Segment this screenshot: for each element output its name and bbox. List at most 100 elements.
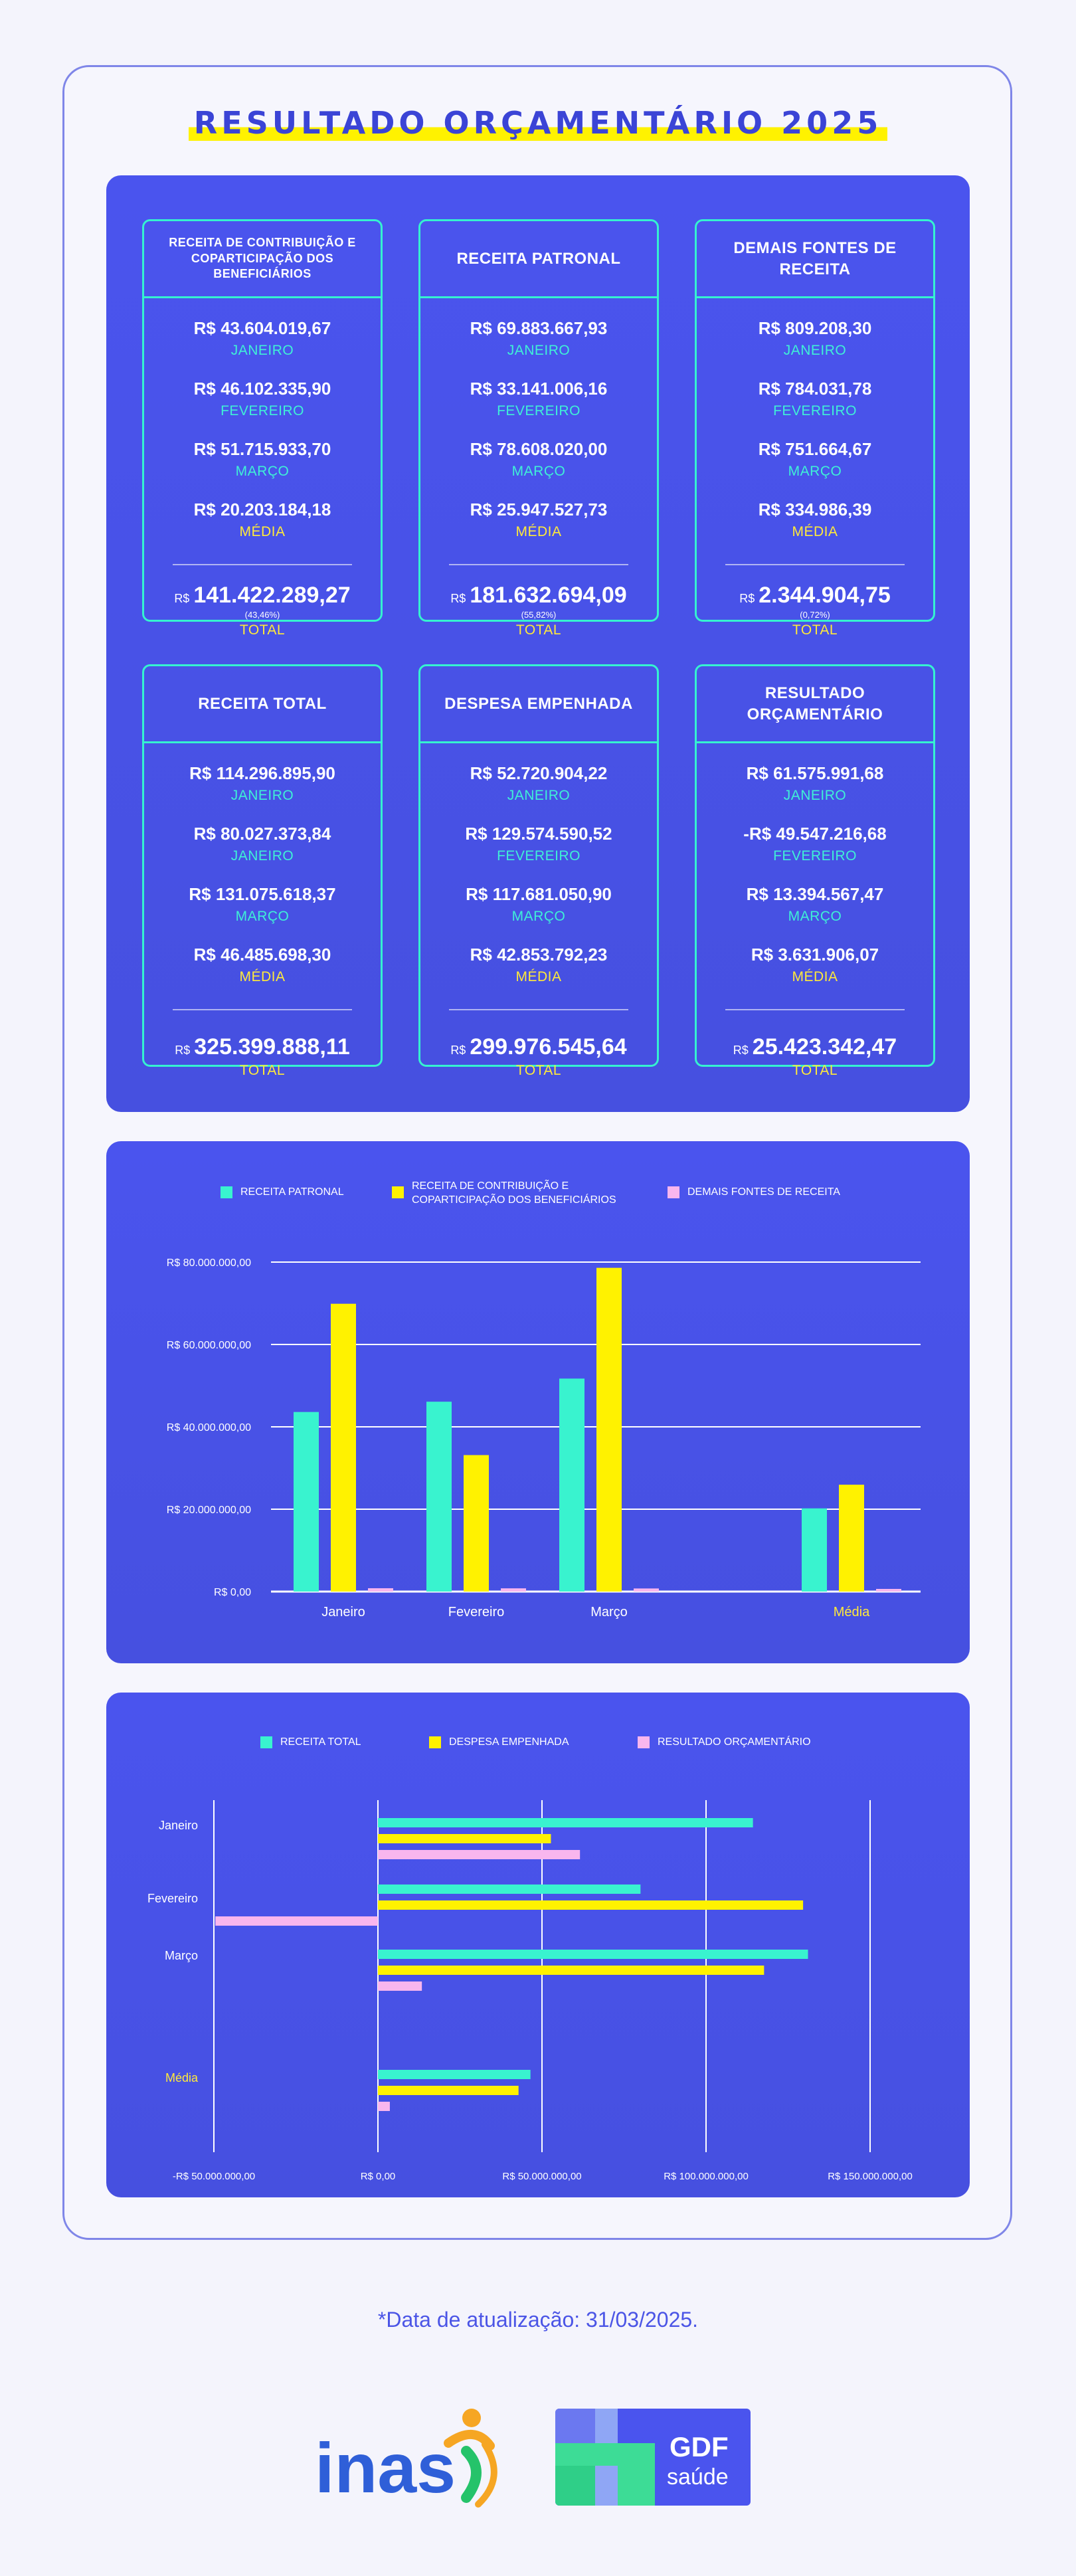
bar [426,1402,452,1592]
card-amount: R$ 114.296.895,90 [189,763,335,783]
card-total: R$ 181.632.694,09 [420,583,657,608]
card-month: FEVEREIRO [497,403,581,418]
card-divider [725,1009,905,1010]
card-month: MARÇO [235,464,290,479]
x-category-label: Março [590,1605,628,1619]
card-row: R$ 33.141.006,16 FEVEREIRO [420,379,657,419]
card-total: R$ 141.422.289,27 [144,583,381,608]
card-total-percent: (43,46%) [244,610,280,620]
card-total-currency: R$ [733,1044,749,1057]
card-total-percent: (55,82%) [521,610,557,620]
bar [378,2086,519,2095]
card-row: R$ 809.208,30 JANEIRO [697,318,933,359]
card-total-label: TOTAL [515,622,562,638]
card-amount: R$ 51.715.933,70 [193,439,331,459]
svg-text:GDF: GDF [670,2431,729,2462]
page-title: RESULTADO ORÇAMENTÁRIO 2025 [0,105,1076,141]
card-month: MARÇO [511,464,566,479]
card-amount: R$ 784.031,78 [758,379,872,399]
bar [378,1818,753,1827]
card-amount: R$ 25.947.527,73 [470,500,608,519]
card-divider [173,564,352,565]
bar [378,1900,804,1910]
card-month: JANEIRO [230,343,294,358]
y-category-label: Média [165,2071,199,2084]
y-tick-label: R$ 40.000.000,00 [167,1422,251,1433]
x-category-label: Média [834,1605,870,1619]
summary-card: DEMAIS FONTES DE RECEITA R$ 809.208,30 JAN… [695,219,935,638]
bar [378,1966,764,1975]
card-title: RECEITA PATRONAL [420,221,657,298]
card-amount: R$ 117.681.050,90 [466,884,612,904]
svg-text:inas: inas [315,2429,456,2508]
card-month: MÉDIA [239,969,286,984]
card-row: R$ 3.631.906,07 MÉDIA [697,945,933,985]
bar [215,1916,378,1926]
card-total-value: 141.422.289,27 [193,583,351,608]
card-row: R$ 42.853.792,23 MÉDIA [420,945,657,985]
summary-card: RECEITA PATRONAL R$ 69.883.667,93 JANEIRO R… [418,219,659,638]
revenue-chart-panel: RECEITA PATRONAL RECEITA DE CONTRIBUIÇÃO… [106,1141,970,1663]
x-tick-label: R$ 0,00 [361,2171,396,2182]
update-date-note: *Data de atualização: 31/03/2025. [377,2308,699,2332]
card-divider [449,1009,628,1010]
card-row: R$ 20.203.184,18 MÉDIA [144,500,381,540]
card-month: MARÇO [235,909,290,924]
y-tick-label: R$ 60.000.000,00 [167,1340,251,1351]
card-month: MÉDIA [515,524,562,539]
card-row: R$ 78.608.020,00 MARÇO [420,439,657,480]
result-bar-chart: -R$ 50.000.000,00 R$ 0,00 R$ 50.000.000,00… [147,1800,913,2182]
legend-item-receita-total: RECEITA TOTAL [260,1736,361,1748]
legend-item-receita-patronal: RECEITA PATRONAL [221,1186,344,1198]
card-amount: R$ 809.208,30 [758,318,872,338]
card-row: R$ 43.604.019,67 JANEIRO [144,318,381,359]
x-tick-label: R$ 100.000.000,00 [664,2171,749,2182]
card-month: MARÇO [788,464,842,479]
x-category-label: Janeiro [321,1605,365,1619]
card-row: -R$ 49.547.216,68 FEVEREIRO [697,824,933,864]
card-amount: R$ 42.853.792,23 [470,945,608,965]
card-divider [725,564,905,565]
summary-card: RECEITA TOTAL R$ 114.296.895,90 JANEIRO R$ … [142,664,383,1078]
card-amount: R$ 78.608.020,00 [470,439,608,459]
card-month: FEVEREIRO [773,403,857,418]
y-tick-label: R$ 20.000.000,00 [167,1505,251,1516]
card-total-label: TOTAL [515,1063,562,1078]
card-total-currency: R$ [450,592,466,605]
card-amount: R$ 80.027.373,84 [193,824,331,844]
card-total-value: 299.976.545,64 [470,1034,627,1059]
card-title: RECEITA TOTAL [144,666,381,743]
card-row: R$ 61.575.991,68 JANEIRO [697,763,933,804]
card-title: RECEITA DE CONTRIBUIÇÃO E COPARTICIPAÇÃO… [144,221,381,298]
gdf-saude-logo: GDF saúde [555,2409,751,2506]
card-amount: R$ 33.141.006,16 [470,379,608,399]
card-row: R$ 69.883.667,93 JANEIRO [420,318,657,359]
card-total-currency: R$ [739,592,755,605]
card-month: MARÇO [511,909,566,924]
card-amount: R$ 61.575.991,68 [746,763,884,783]
card-row: R$ 46.485.698,30 MÉDIA [144,945,381,985]
bar [378,1834,551,1843]
summary-card: RECEITA DE CONTRIBUIÇÃO E COPARTICIPAÇÃO… [142,219,383,638]
card-total-value: 181.632.694,09 [470,583,627,608]
card-total: R$ 25.423.342,47 [697,1034,933,1060]
card-total-value: 2.344.904,75 [759,583,891,608]
x-tick-label: R$ 150.000.000,00 [828,2171,913,2182]
card-divider [173,1009,352,1010]
card-month: JANEIRO [230,848,294,864]
bar [559,1378,584,1592]
card-month: MÉDIA [792,524,838,539]
bar [464,1455,489,1592]
x-category-label: Fevereiro [448,1605,504,1619]
card-amount: R$ 129.574.590,52 [465,824,612,844]
card-total: R$ 2.344.904,75 [697,583,933,608]
card-divider [449,564,628,565]
card-month: JANEIRO [507,788,571,803]
card-amount: R$ 131.075.618,37 [189,884,336,904]
card-amount: R$ 3.631.906,07 [751,945,879,965]
card-row: R$ 117.681.050,90 MARÇO [420,884,657,925]
card-title: DEMAIS FONTES DE RECEITA [697,221,933,298]
card-month: MÉDIA [239,524,286,539]
card-month: FEVEREIRO [497,848,581,864]
bar [634,1588,659,1592]
